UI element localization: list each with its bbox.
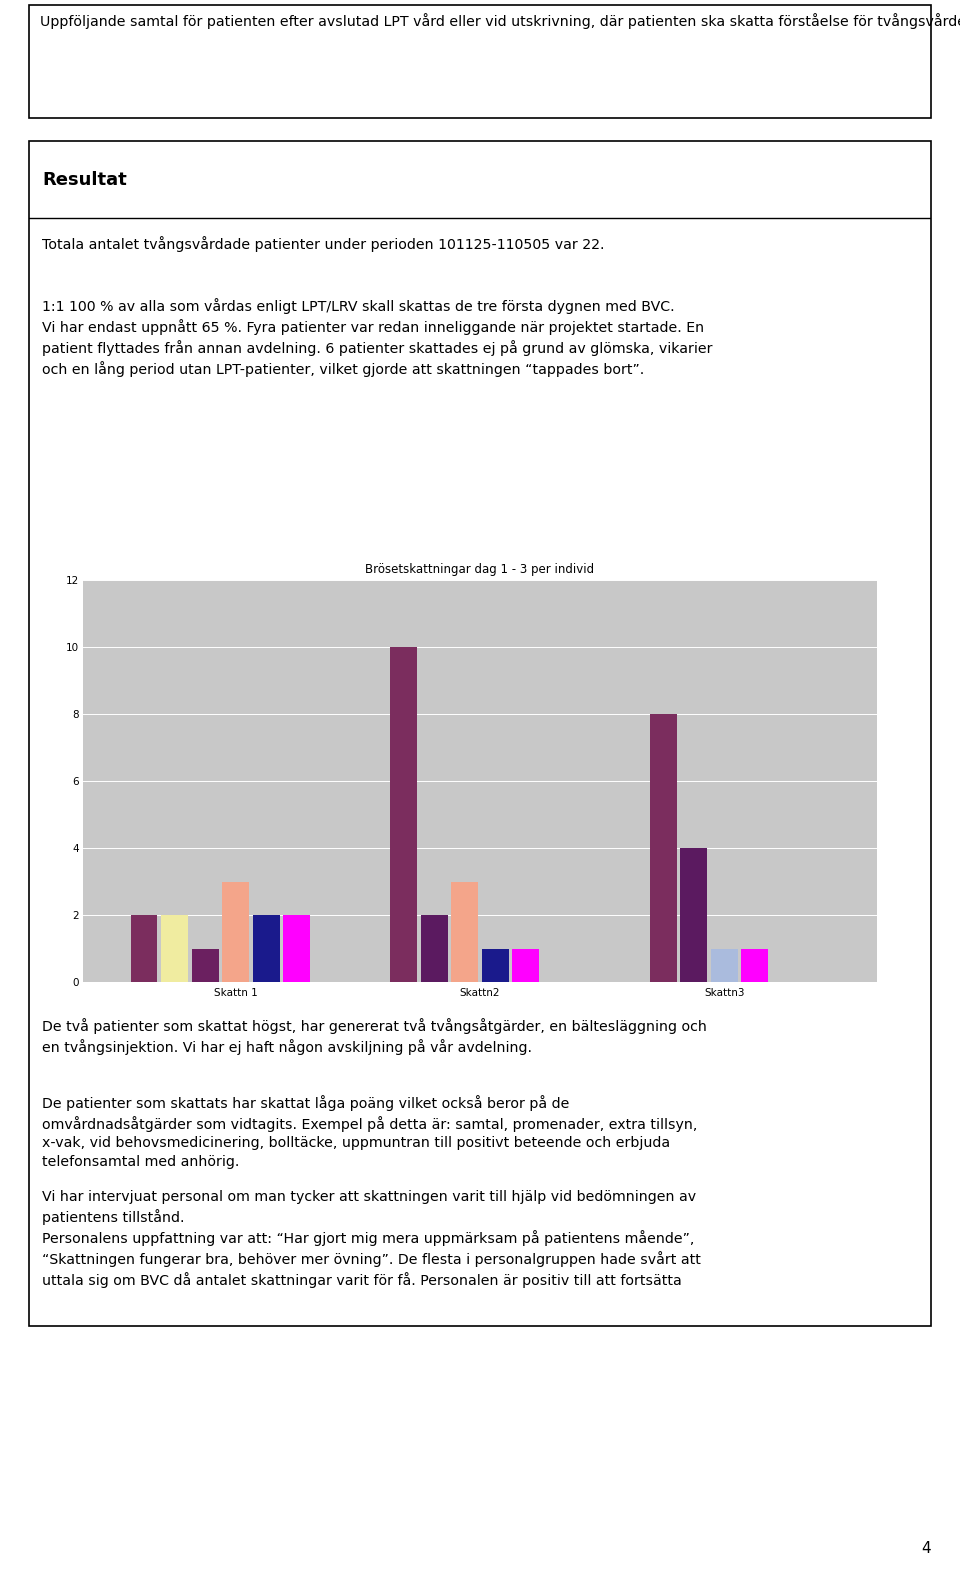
Bar	[390, 646, 417, 982]
Bar	[222, 882, 249, 982]
Text: De två patienter som skattat högst, har genererat två tvångsåtgärder, en bältesl: De två patienter som skattat högst, har …	[42, 1018, 708, 1054]
Bar	[252, 915, 279, 982]
FancyBboxPatch shape	[29, 5, 931, 118]
Bar	[192, 949, 219, 982]
Text: Resultat: Resultat	[42, 171, 127, 188]
Text: De patienter som skattats har skattat låga poäng vilket också beror på de
omvård: De patienter som skattats har skattat lå…	[42, 1095, 698, 1169]
Text: 4: 4	[922, 1541, 931, 1556]
Bar	[513, 949, 540, 982]
Bar	[650, 714, 677, 982]
Bar	[131, 915, 157, 982]
Bar	[420, 915, 447, 982]
Bar	[161, 915, 188, 982]
Text: Vi har intervjuat personal om man tycker att skattningen varit till hjälp vid be: Vi har intervjuat personal om man tycker…	[42, 1189, 701, 1288]
Bar	[482, 949, 509, 982]
Text: Totala antalet tvångsvårdade patienter under perioden 101125-110505 var 22.: Totala antalet tvångsvårdade patienter u…	[42, 235, 605, 253]
Title: Brösetskattningar dag 1 - 3 per individ: Brösetskattningar dag 1 - 3 per individ	[366, 563, 594, 576]
Bar	[741, 949, 768, 982]
Bar	[681, 847, 708, 982]
Bar	[283, 915, 310, 982]
Text: 1:1 100 % av alla som vårdas enligt LPT/LRV skall skattas de tre första dygnen m: 1:1 100 % av alla som vårdas enligt LPT/…	[42, 298, 713, 377]
FancyBboxPatch shape	[29, 141, 931, 1326]
Bar	[711, 949, 738, 982]
Text: Uppföljande samtal för patienten efter avslutad LPT vård eller vid utskrivning, : Uppföljande samtal för patienten efter a…	[39, 13, 960, 28]
Bar	[451, 882, 478, 982]
